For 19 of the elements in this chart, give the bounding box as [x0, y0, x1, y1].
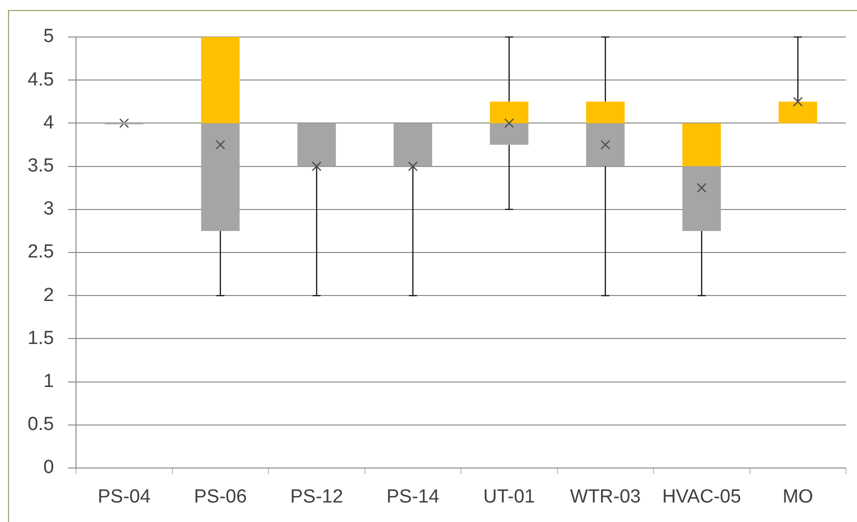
y-tick-label: 0: [43, 457, 54, 478]
x-tick-label: MO: [782, 486, 814, 508]
y-tick-label: 1: [43, 371, 54, 392]
x-tick-label: PS-06: [194, 486, 247, 508]
y-tick-label: 2: [43, 284, 54, 306]
x-tick-label: WTR-03: [570, 486, 641, 508]
y-tick-label: 0.5: [28, 414, 54, 436]
y-tick-label: 3: [43, 198, 54, 220]
x-tick-label: PS-14: [386, 486, 440, 508]
x-tick-label: PS-12: [290, 486, 344, 508]
y-tick-label: 4.5: [28, 69, 54, 90]
y-tick-label: 2.5: [28, 242, 54, 263]
x-tick-label: HVAC-05: [662, 486, 742, 508]
x-tick-label: UT-01: [483, 486, 535, 508]
y-tick-label: 3.5: [28, 156, 54, 177]
y-tick-label: 1.5: [28, 328, 54, 349]
x-tick-label: PS-04: [98, 486, 151, 508]
y-tick-label: 4: [43, 112, 54, 134]
y-tick-label: 5: [43, 26, 54, 48]
